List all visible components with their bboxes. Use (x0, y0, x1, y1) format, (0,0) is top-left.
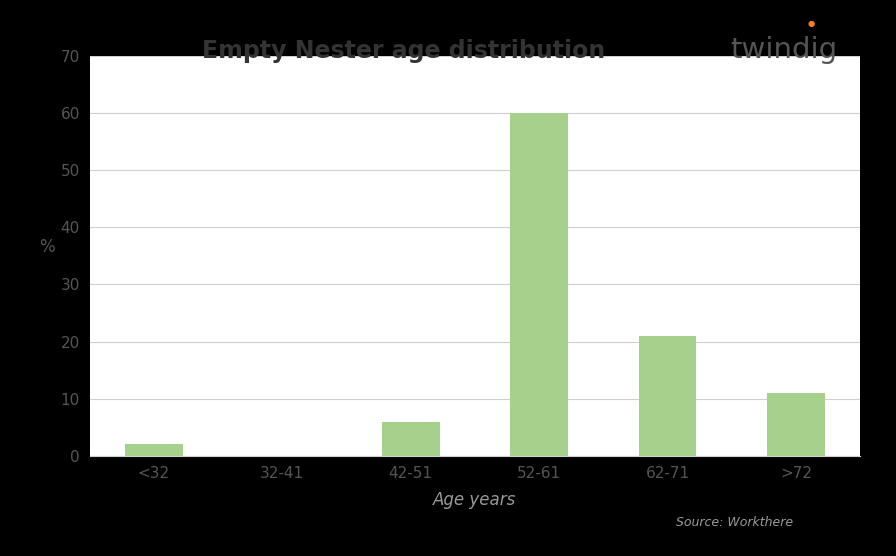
Text: Age years: Age years (434, 492, 516, 509)
Bar (767, 393, 825, 456)
Text: Empty Nester age distribution: Empty Nester age distribution (202, 39, 605, 63)
Text: twindig: twindig (730, 36, 838, 64)
Bar (510, 113, 568, 456)
Y-axis label: %: % (39, 238, 55, 256)
Bar (125, 444, 183, 456)
Bar (382, 421, 440, 456)
Bar (639, 336, 696, 456)
Text: ●: ● (807, 19, 814, 28)
Text: Source: Workthere: Source: Workthere (676, 516, 793, 529)
